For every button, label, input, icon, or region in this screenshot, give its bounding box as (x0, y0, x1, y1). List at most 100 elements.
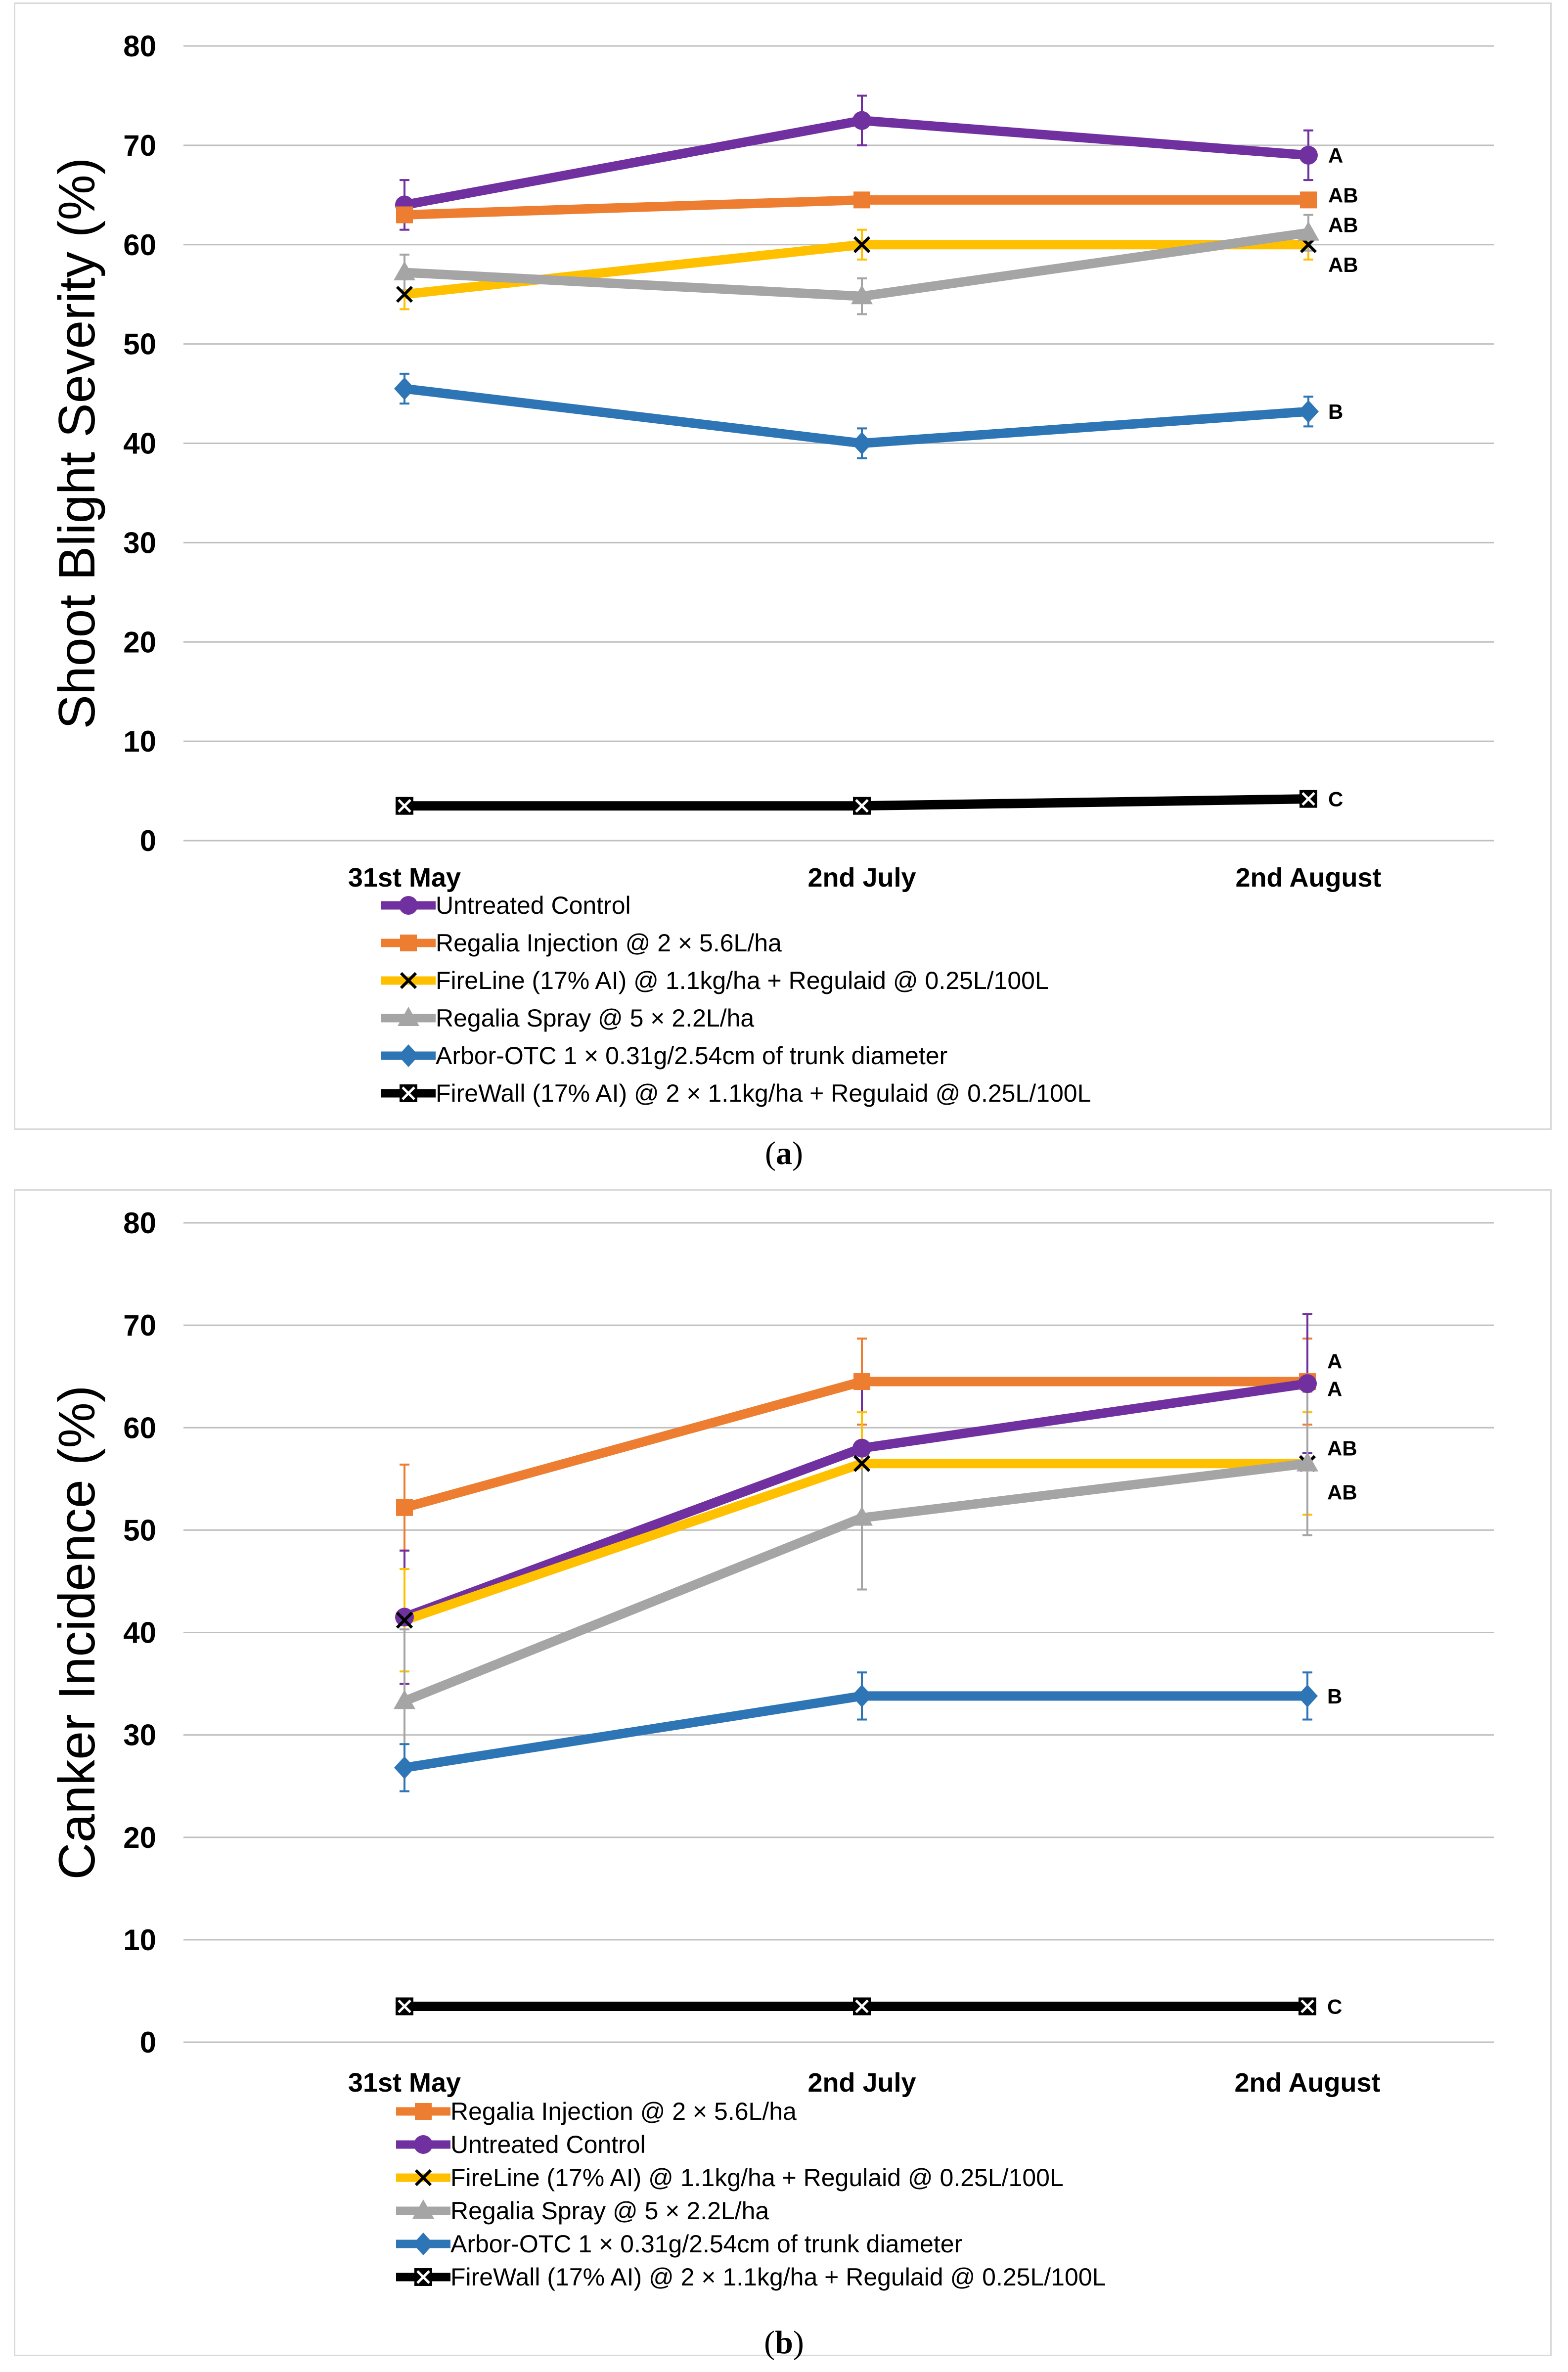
chart-a-ytick-label: 30 (123, 526, 156, 559)
chart-b-legend-label: Arbor-OTC 1 × 0.31g/2.54cm of trunk diam… (450, 2230, 962, 2258)
chart-b-data-point (851, 1684, 872, 1707)
chart-b-ytick-label: 60 (123, 1411, 156, 1444)
chart-b-legend-item: FireLine (17% AI) @ 1.1kg/ha + Regulaid … (396, 2164, 1064, 2192)
chart-b-series-line (403, 1459, 1308, 1706)
chart-a-ytick-label: 0 (140, 824, 156, 857)
chart-b-data-point (852, 1438, 871, 1458)
chart-a-ytick-label: 50 (123, 328, 156, 361)
chart-a-legend-label: Untreated Control (436, 892, 631, 919)
chart-b-data-point (853, 1455, 871, 1472)
chart-b-ytick-label: 20 (123, 1821, 156, 1854)
chart-b-legend-item: Arbor-OTC 1 × 0.31g/2.54cm of trunk diam… (396, 2230, 962, 2258)
chart-b-legend-item: Untreated Control (396, 2131, 646, 2158)
chart-b-svg: 0 10 20 30 40 50 60 70 80 Canker Incidence (%) 31s… (48, 1207, 1494, 2291)
chart-a-legend-label: FireWall (17% AI) @ 2 × 1.1kg/ha + Regul… (436, 1079, 1091, 1107)
chart-a-ytick-label: 10 (123, 725, 156, 758)
chart-a-data-point (1299, 145, 1318, 165)
chart-a-ytick-label: 40 (123, 427, 156, 460)
chart-panel-a: 0 10 20 30 40 50 60 70 80 Shoot Blight Severity (… (14, 2, 1552, 1130)
chart-b-group-letter: B (1327, 1685, 1342, 1708)
chart-a-data-point (853, 191, 870, 209)
chart-b-data-point (395, 1608, 414, 1627)
chart-a-category-label: 2nd August (1236, 863, 1382, 893)
chart-a-legend-marker (400, 1084, 417, 1102)
chart-b-data-point (396, 1997, 413, 2015)
chart-b-ytick-label: 30 (123, 1719, 156, 1752)
chart-a-group-letter: C (1328, 788, 1343, 811)
chart-a-svg: 0 10 20 30 40 50 60 70 80 Shoot Blight Severity (… (48, 30, 1494, 1107)
chart-b-group-letter: A (1327, 1350, 1342, 1373)
chart-b-group-letter: C (1327, 1995, 1342, 2018)
chart-b-legend-marker (414, 2268, 432, 2286)
chart-b-category-label: 2nd July (807, 2068, 916, 2098)
chart-a-data-point (1298, 221, 1319, 241)
chart-b-ytick-label: 70 (123, 1309, 156, 1342)
chart-b-group-letter: A (1327, 1378, 1342, 1401)
chart-a-ytick-label: 60 (123, 228, 156, 262)
chart-a-legend-item: FireWall (17% AI) @ 2 × 1.1kg/ha + Regul… (381, 1079, 1091, 1107)
caption-a: (a) (765, 1135, 803, 1171)
chart-a-legend-item: Untreated Control (381, 892, 631, 919)
chart-b-data-point (1297, 1684, 1318, 1707)
chart-b-legend-label: Untreated Control (450, 2131, 646, 2158)
chart-a-data-point (853, 236, 871, 253)
chart-a-group-letter: AB (1328, 183, 1358, 207)
chart-a-legend-marker (398, 1044, 419, 1067)
chart-a-category-label: 31st May (348, 863, 461, 893)
chart-b-legend-label: FireLine (17% AI) @ 1.1kg/ha + Regulaid … (450, 2164, 1064, 2192)
chart-b-legend-label: FireWall (17% AI) @ 2 × 1.1kg/ha + Regul… (450, 2263, 1106, 2291)
chart-a-data-point (852, 111, 871, 130)
chart-b-legend-marker (413, 2233, 434, 2255)
chart-b-ytick-label: 0 (140, 2026, 156, 2059)
chart-a-data-point (851, 432, 872, 455)
chart-b-series-line (403, 1379, 1308, 1622)
chart-b-legend-item: Regalia Spray @ 5 × 2.2L/ha (396, 2197, 769, 2225)
chart-panel-b: 0 10 20 30 40 50 60 70 80 Canker Incidence (%) 31s… (14, 1189, 1552, 2356)
chart-a-legend-label: Arbor-OTC 1 × 0.31g/2.54cm of trunk diam… (436, 1042, 947, 1070)
chart-b-data-point (1299, 1997, 1316, 2015)
chart-b-legend-marker (414, 2135, 433, 2154)
chart-a-ytick-label: 80 (123, 30, 156, 63)
chart-b-legend-item: FireWall (17% AI) @ 2 × 1.1kg/ha + Regul… (396, 2263, 1106, 2291)
chart-a-ytick-label: 20 (123, 626, 156, 659)
chart-b-legend-marker (412, 2199, 434, 2219)
chart-b-data-point (1297, 1452, 1318, 1472)
chart-a-legend-marker (398, 1007, 419, 1026)
chart-a-legend-label: Regalia Injection @ 2 × 5.6L/ha (436, 929, 782, 957)
chart-a-y-axis-title: Shoot Blight Severity (%) (48, 157, 106, 729)
chart-a-data-point (1299, 790, 1317, 808)
chart-b-ytick-label: 40 (123, 1616, 156, 1650)
caption-b-letter: b (775, 2325, 793, 2361)
chart-a-ytick-label: 70 (123, 129, 156, 162)
chart-a-data-point (396, 797, 413, 815)
chart-a-legend-item: Regalia Injection @ 2 × 5.6L/ha (381, 929, 782, 957)
caption-a-letter: a (776, 1135, 792, 1171)
chart-a-legend-marker (400, 972, 417, 989)
chart-b-legend-label: Regalia Injection @ 2 × 5.6L/ha (450, 2098, 797, 2125)
chart-a-legend-marker (400, 935, 417, 951)
chart-b-legend-marker (415, 2103, 432, 2120)
chart-b-data-point (851, 1506, 873, 1526)
chart-b-data-point (396, 1611, 413, 1629)
chart-a-group-letter: AB (1328, 253, 1358, 276)
chart-a-data-point (1300, 191, 1317, 209)
caption-b: (b) (764, 2325, 804, 2361)
chart-a-legend-label: FireLine (17% AI) @ 1.1kg/ha + Regulaid … (436, 967, 1049, 994)
chart-b-group-letter: AB (1327, 1437, 1357, 1460)
chart-b-legend-item: Regalia Injection @ 2 × 5.6L/ha (396, 2098, 797, 2125)
chart-a-legend-item: Regalia Spray @ 5 × 2.2L/ha (381, 1004, 754, 1032)
chart-b-data-point (396, 1499, 413, 1516)
chart-b-legend-label: Regalia Spray @ 5 × 2.2L/ha (450, 2197, 769, 2225)
chart-a-group-letter: B (1328, 400, 1343, 423)
chart-b-category-label: 2nd August (1235, 2068, 1381, 2098)
chart-a-legend-marker (399, 896, 418, 915)
chart-a-data-point (394, 377, 415, 401)
chart-a-group-letter: A (1328, 144, 1343, 167)
chart-a-legend-item: Arbor-OTC 1 × 0.31g/2.54cm of trunk diam… (381, 1042, 947, 1070)
chart-a-legend-item: FireLine (17% AI) @ 1.1kg/ha + Regulaid … (381, 967, 1049, 994)
chart-b-data-point (853, 1997, 871, 2015)
chart-b-data-point (853, 1373, 870, 1390)
chart-b-group-letter: AB (1327, 1481, 1357, 1504)
chart-b-data-point (1298, 1374, 1317, 1393)
chart-a-data-point (396, 206, 413, 224)
